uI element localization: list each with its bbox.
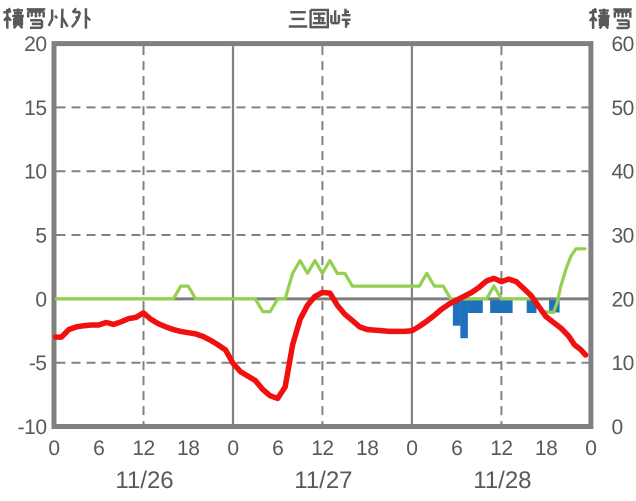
svg-text:20: 20 — [24, 33, 46, 56]
svg-text:11/26: 11/26 — [115, 467, 173, 494]
svg-text:0: 0 — [48, 437, 59, 460]
svg-text:6: 6 — [451, 437, 462, 460]
svg-text:0: 0 — [227, 437, 238, 460]
svg-text:0: 0 — [35, 288, 46, 311]
svg-text:-5: -5 — [29, 352, 47, 375]
svg-text:30: 30 — [612, 225, 634, 248]
svg-text:18: 18 — [356, 437, 378, 460]
svg-text:10: 10 — [612, 352, 634, 375]
svg-text:10: 10 — [24, 161, 46, 184]
svg-text:20: 20 — [612, 288, 634, 311]
svg-text:60: 60 — [612, 33, 634, 56]
svg-text:18: 18 — [177, 437, 199, 460]
svg-text:12: 12 — [490, 437, 512, 460]
svg-text:6: 6 — [93, 437, 104, 460]
svg-text:0: 0 — [612, 416, 623, 439]
svg-text:12: 12 — [132, 437, 154, 460]
svg-text:11/27: 11/27 — [294, 467, 352, 494]
svg-text:40: 40 — [612, 161, 634, 184]
svg-text:18: 18 — [535, 437, 557, 460]
svg-text:0: 0 — [585, 437, 596, 460]
svg-text:12: 12 — [311, 437, 333, 460]
svg-text:0: 0 — [406, 437, 417, 460]
svg-text:6: 6 — [272, 437, 283, 460]
svg-text:-10: -10 — [18, 416, 47, 439]
svg-text:50: 50 — [612, 97, 634, 120]
svg-text:11/28: 11/28 — [473, 467, 531, 494]
svg-text:15: 15 — [24, 97, 46, 120]
svg-text:5: 5 — [35, 225, 46, 248]
